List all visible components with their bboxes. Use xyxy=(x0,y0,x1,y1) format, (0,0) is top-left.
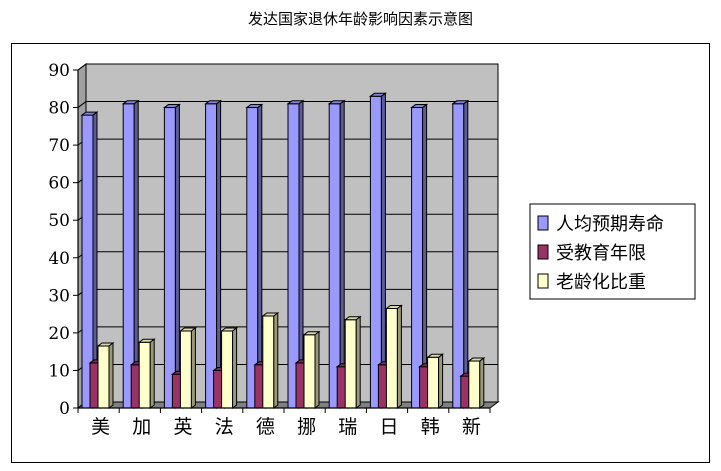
x-category-label: 新 xyxy=(462,416,481,438)
x-category-label: 加 xyxy=(132,416,151,438)
bar-front xyxy=(122,103,135,409)
bar-side xyxy=(314,330,320,409)
bar-front xyxy=(303,334,316,409)
bar xyxy=(368,92,387,409)
bar xyxy=(451,99,470,409)
bar xyxy=(121,99,140,409)
bar-front xyxy=(344,319,357,409)
bar-side xyxy=(479,357,485,409)
bar xyxy=(467,357,486,409)
bar-front xyxy=(179,330,192,409)
bar-front xyxy=(369,95,382,409)
axes xyxy=(73,69,491,413)
legend-swatch xyxy=(537,273,549,289)
legend-label: 人均预期寿命 xyxy=(556,214,664,235)
bar-front xyxy=(205,103,218,409)
bar-front xyxy=(385,307,398,409)
bar xyxy=(178,327,197,409)
bar-front xyxy=(452,103,465,409)
bar-front xyxy=(468,360,481,409)
y-tick-label: 70 xyxy=(48,136,70,156)
bar xyxy=(302,330,321,409)
bar xyxy=(96,342,115,409)
legend-swatch xyxy=(537,215,549,231)
bar xyxy=(220,327,239,409)
y-tick-label: 40 xyxy=(48,249,70,269)
bar-side xyxy=(190,327,196,409)
bar-front xyxy=(262,315,275,409)
legend-swatch xyxy=(537,244,549,260)
bar-side xyxy=(422,103,428,409)
bar-side xyxy=(108,342,114,409)
y-tick-label: 60 xyxy=(48,174,70,194)
y-tick-label: 20 xyxy=(48,324,70,344)
y-tick-label: 50 xyxy=(48,211,70,231)
bar xyxy=(343,315,362,409)
bar xyxy=(137,338,156,409)
x-category-label: 日 xyxy=(379,416,398,438)
bar-front xyxy=(411,107,424,409)
bar-front xyxy=(246,107,259,409)
bar-side xyxy=(355,315,361,409)
gridline xyxy=(77,101,498,108)
gridline xyxy=(77,63,498,71)
bar xyxy=(384,304,403,409)
bar-front xyxy=(427,356,440,409)
bar xyxy=(204,99,223,409)
chart-frame xyxy=(11,43,710,463)
bar-side xyxy=(232,327,238,409)
y-tick-labels: 0 10 20 30 40 50 60 70 80 90 xyxy=(48,61,70,419)
bar xyxy=(426,353,445,409)
bar-front xyxy=(221,330,234,409)
bar-front xyxy=(328,103,341,409)
x-category-label: 德 xyxy=(256,416,275,438)
legend-label: 受教育年限 xyxy=(556,243,646,264)
bar-front xyxy=(163,107,176,409)
x-category-label: 美 xyxy=(91,416,110,438)
legend-box xyxy=(529,203,696,300)
bar-side xyxy=(149,338,155,409)
chart-title: 发达国家退休年龄影响因素示意图 xyxy=(247,10,473,28)
y-tick-label: 10 xyxy=(48,361,70,381)
x-category-label: 挪 xyxy=(297,416,316,438)
bar-side xyxy=(216,99,222,409)
legend-label: 老龄化比重 xyxy=(556,272,646,293)
x-category-labels: 美加英 法德挪瑞日 韩新 xyxy=(91,416,481,438)
bar-front xyxy=(138,341,151,409)
bar-side xyxy=(438,353,444,409)
bar xyxy=(261,311,280,409)
bar xyxy=(327,99,346,409)
bar-side xyxy=(463,99,469,409)
bar xyxy=(80,111,99,409)
bar-side xyxy=(396,304,402,409)
x-category-label: 韩 xyxy=(421,416,440,438)
bar-side xyxy=(339,99,345,409)
x-category-label: 英 xyxy=(173,416,192,438)
y-tick-label: 90 xyxy=(48,61,70,81)
bar-front xyxy=(97,345,110,409)
bar-side xyxy=(380,92,386,409)
y-tick-label: 0 xyxy=(59,399,70,419)
y-tick-label: 80 xyxy=(48,99,70,119)
x-category-label: 法 xyxy=(215,416,234,438)
bar xyxy=(410,103,429,409)
bar xyxy=(162,103,181,409)
bar-side xyxy=(174,103,180,409)
y-tick-label: 30 xyxy=(48,286,70,306)
x-category-label: 瑞 xyxy=(338,416,357,438)
bar-side xyxy=(273,311,279,409)
